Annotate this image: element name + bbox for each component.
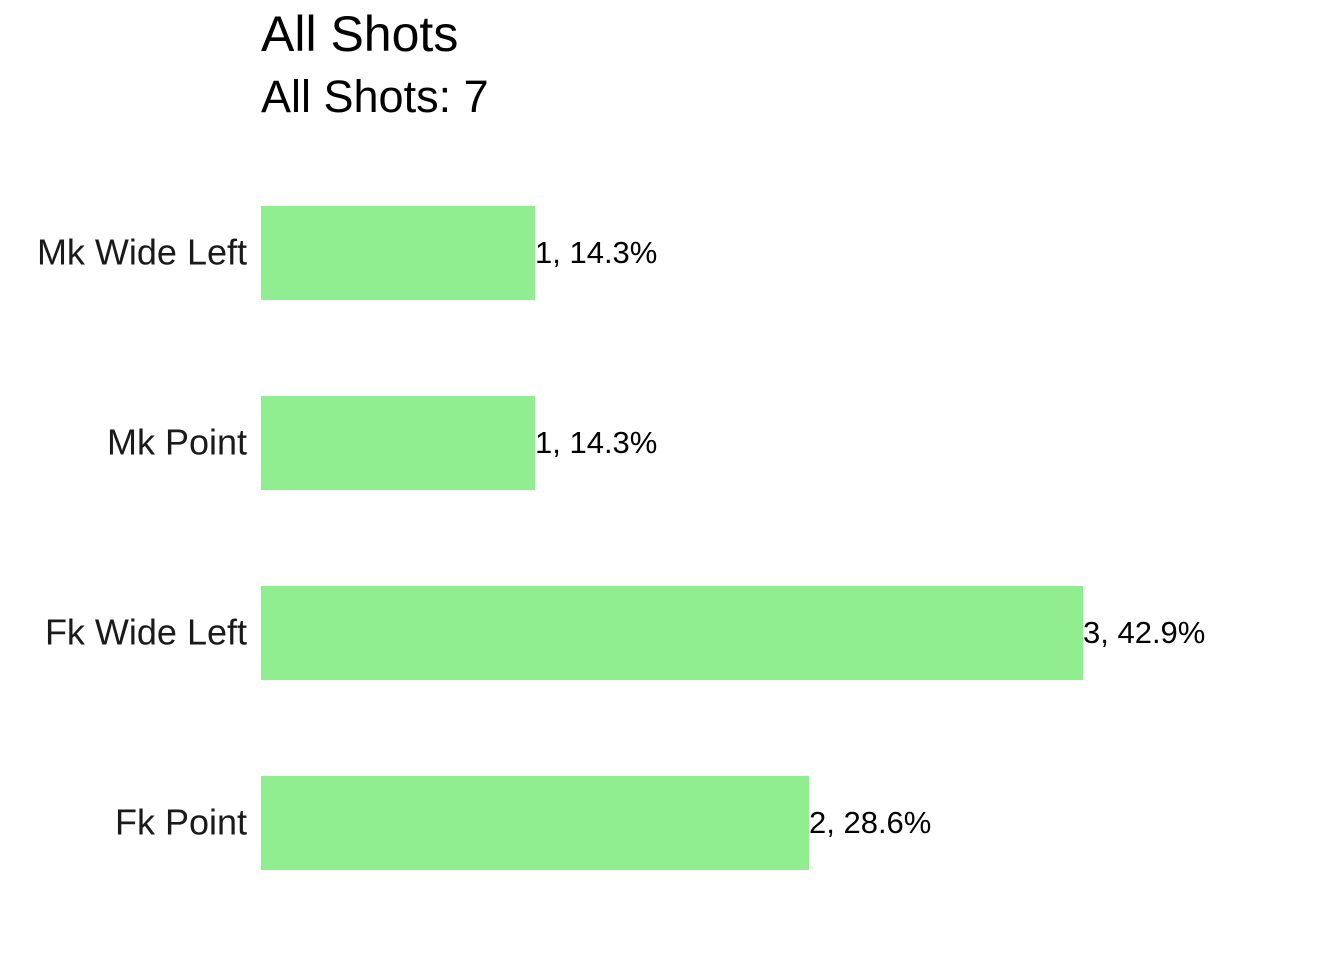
value-label: 2, 28.6% (809, 805, 931, 840)
value-label: 1, 14.3% (535, 425, 657, 460)
bar (261, 206, 535, 300)
chart-subtitle: All Shots: 7 (261, 71, 489, 122)
bar (261, 776, 809, 870)
chart-title: All Shots (261, 6, 458, 62)
y-tick-label: Mk Wide Left (37, 232, 247, 273)
value-label: 1, 14.3% (535, 235, 657, 270)
y-tick-label: Fk Wide Left (45, 612, 247, 653)
bar (261, 586, 1083, 680)
value-label: 3, 42.9% (1083, 615, 1205, 650)
y-tick-label: Mk Point (107, 422, 247, 463)
bar (261, 396, 535, 490)
y-tick-label: Fk Point (115, 802, 247, 843)
